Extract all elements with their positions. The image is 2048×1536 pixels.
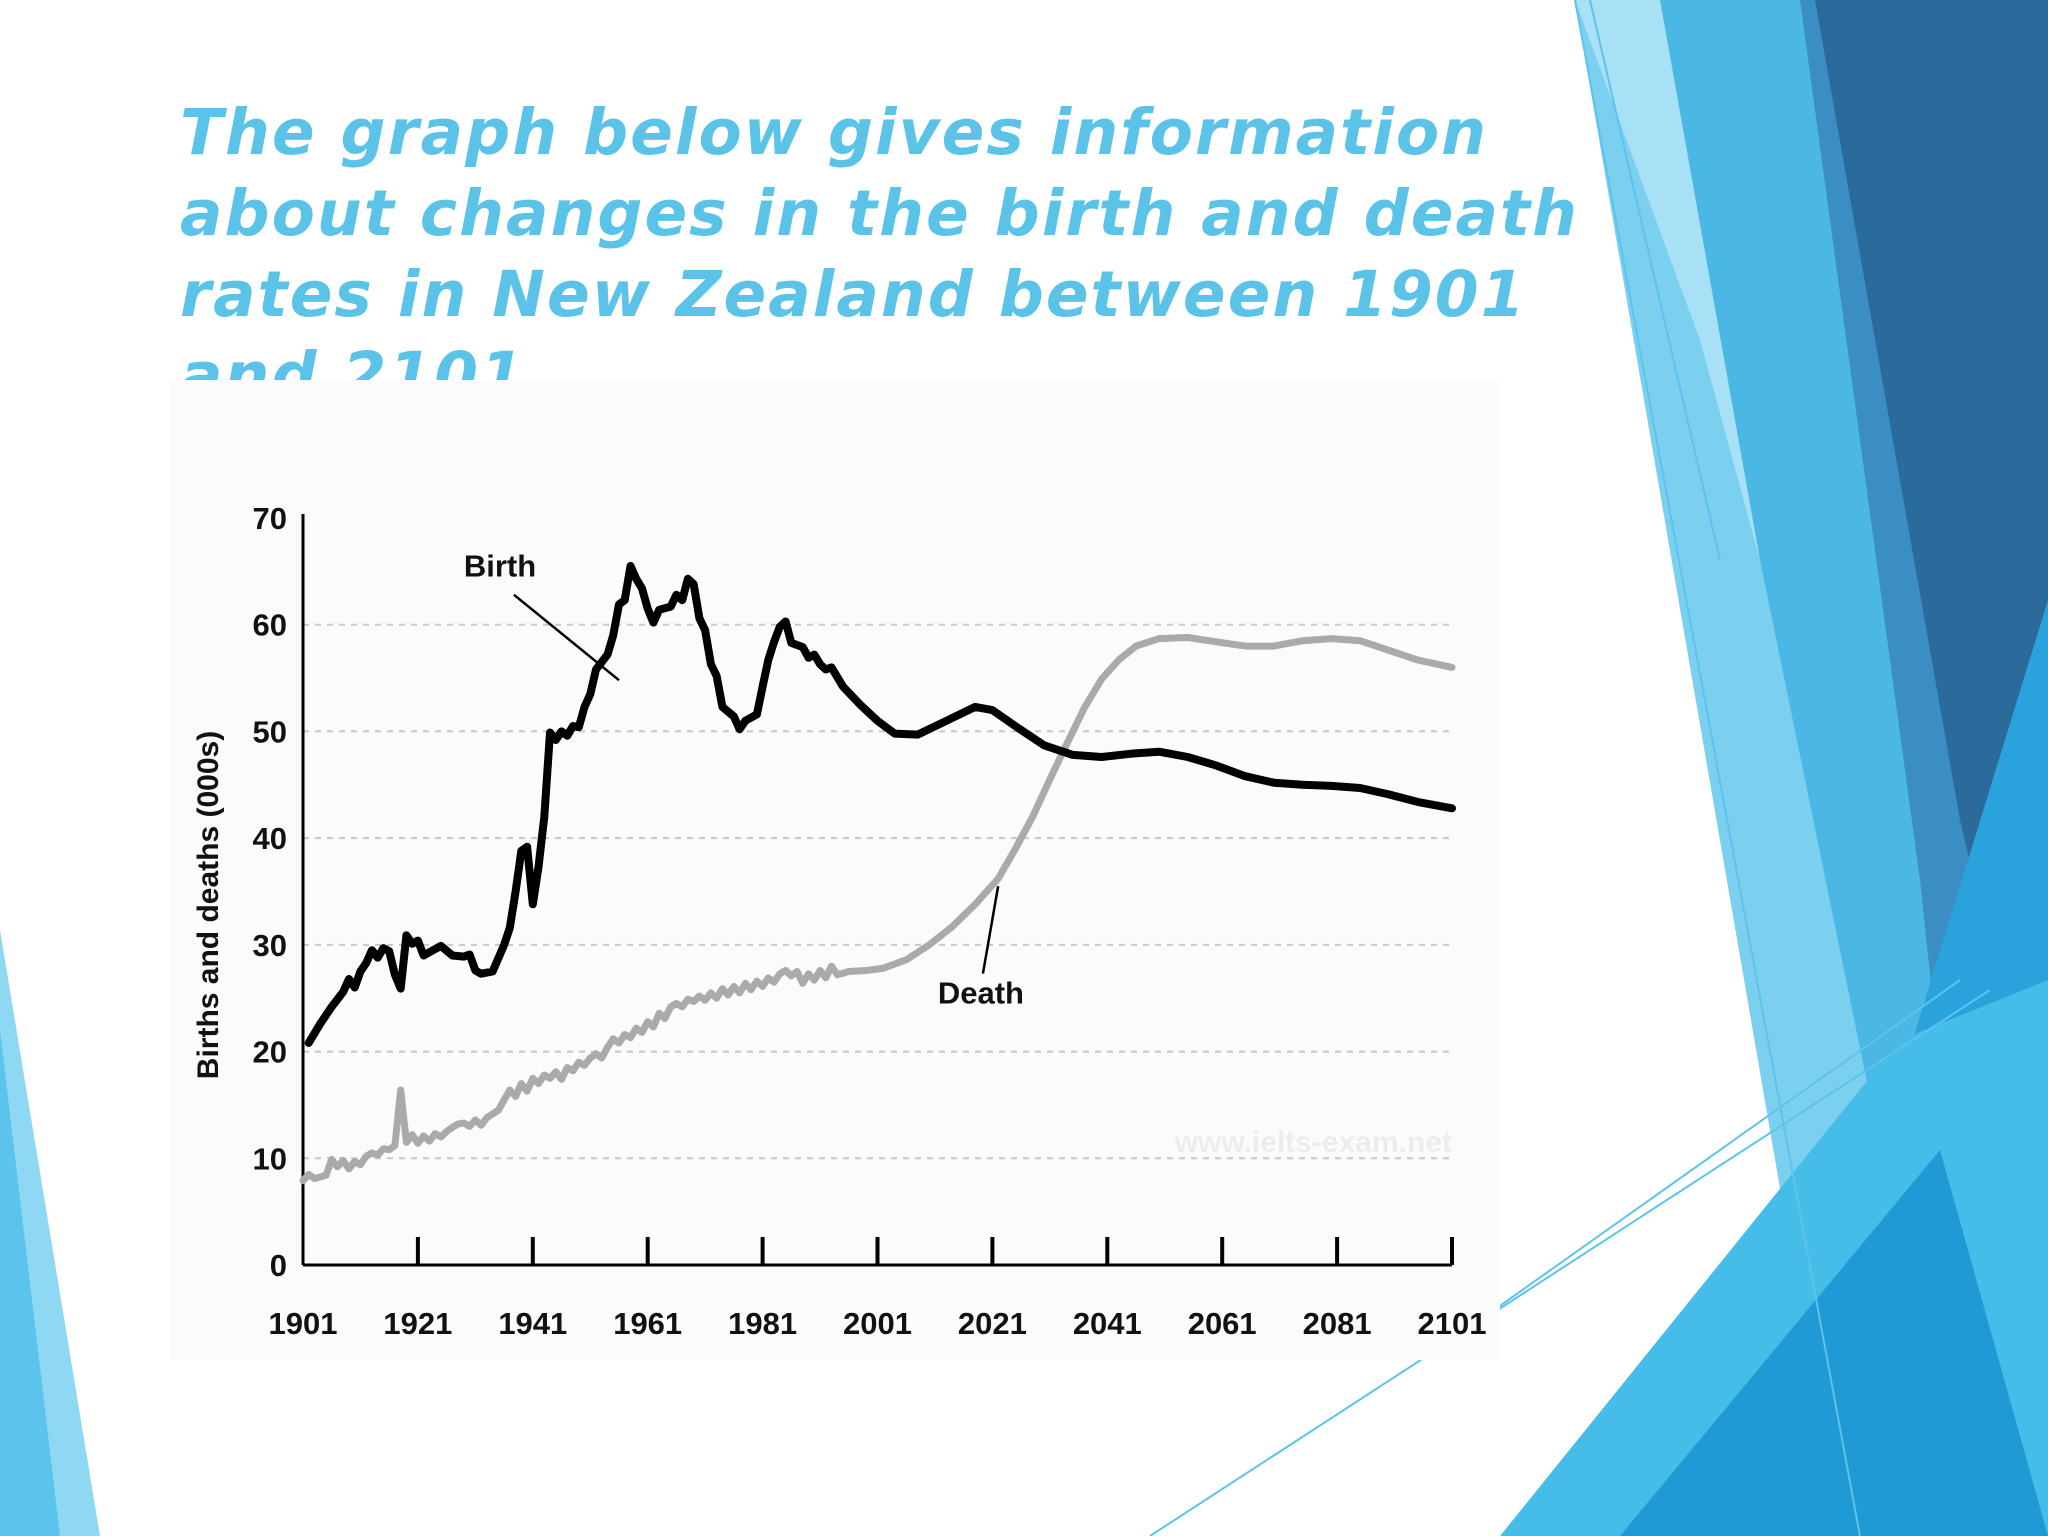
- y-tick-label-60: 60: [253, 608, 287, 643]
- series-lines: [299, 562, 1456, 1185]
- y-tick-label-0: 0: [270, 1248, 287, 1283]
- thin-line-1: [1574, 0, 1861, 1536]
- x-tick-label-1901: 1901: [269, 1306, 338, 1341]
- x-tick-label-1981: 1981: [728, 1306, 797, 1341]
- watermark: www.ielts-exam.net: [1174, 1126, 1452, 1159]
- y-tick-label-30: 30: [253, 928, 287, 963]
- x-tick-label-2001: 2001: [843, 1306, 912, 1341]
- x-tick-labels: 1901 1921 1941 1961 1981 2001 2021 2041 2061 2081…: [269, 1306, 1487, 1341]
- y-axis-label: Births and deaths (000s): [192, 731, 225, 1079]
- y-tick-label-50: 50: [253, 714, 287, 749]
- x-tick-label-1941: 1941: [498, 1306, 567, 1341]
- y-tick-label-10: 10: [253, 1141, 287, 1176]
- x-tick-label-2021: 2021: [958, 1306, 1027, 1341]
- thin-line-4: [1479, 979, 1961, 1321]
- annotation-birth: Birth: [464, 549, 536, 584]
- annotation-leader-death: [981, 885, 1000, 974]
- slide-title: The graph below gives information about …: [180, 96, 1579, 412]
- series-line-death: [299, 634, 1456, 1185]
- thin-line-2: [1589, 0, 1721, 561]
- left-facet-mid: [0, 1030, 60, 1536]
- x-tick-label-2101: 2101: [1418, 1306, 1487, 1341]
- plot-backdrop: [170, 380, 1500, 1360]
- axes: [301, 514, 1454, 1267]
- series-line-birth: [304, 562, 1456, 1047]
- y-tick-label-40: 40: [253, 821, 287, 856]
- x-tick-label-2041: 2041: [1073, 1306, 1142, 1341]
- thin-line-3: [1149, 989, 1991, 1536]
- x-tick-label-1961: 1961: [613, 1306, 682, 1341]
- x-tick-label-1921: 1921: [383, 1306, 452, 1341]
- y-tick-labels: 0 10 20 30 40 50 60 70: [253, 501, 287, 1283]
- annotation-leader-birth: [513, 593, 620, 682]
- right-facet-8: [1575, 0, 1760, 560]
- annotation-death: Death: [938, 976, 1024, 1011]
- y-tick-label-20: 20: [253, 1035, 287, 1070]
- x-tick-label-2081: 2081: [1303, 1306, 1372, 1341]
- annotations: Birth Death: [464, 549, 1024, 1011]
- right-facet-7: [1620, 1150, 2048, 1536]
- x-tick-label-2061: 2061: [1188, 1306, 1257, 1341]
- y-tick-label-70: 70: [253, 501, 287, 536]
